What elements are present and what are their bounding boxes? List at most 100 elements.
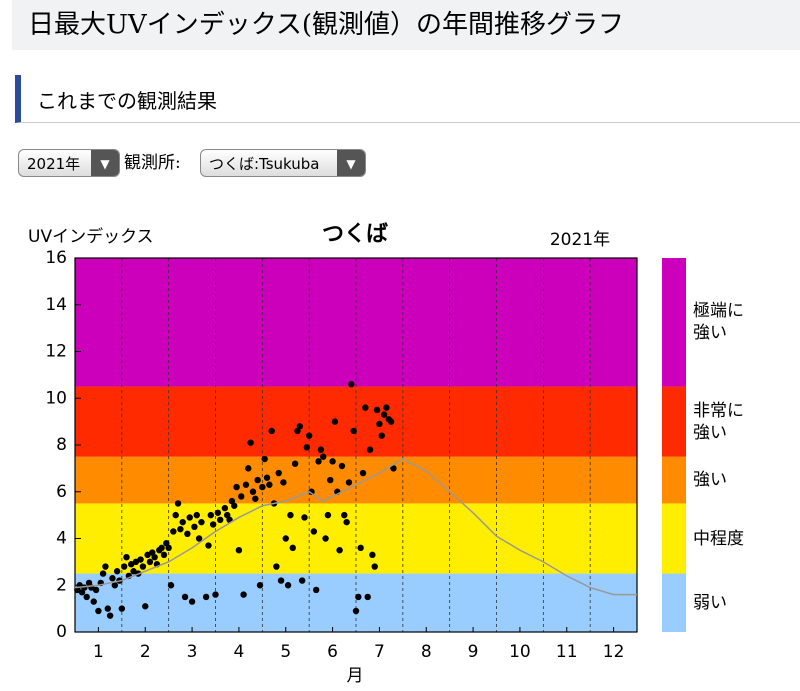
data-point	[247, 439, 254, 446]
data-point	[160, 551, 168, 559]
data-point	[245, 465, 252, 472]
x-tick-label: 2	[140, 642, 151, 662]
section-title: これまでの観測結果	[15, 75, 800, 123]
data-point	[273, 563, 280, 570]
x-tick-label: 9	[468, 642, 479, 662]
y-tick-label: 4	[56, 529, 67, 549]
data-point	[120, 563, 128, 570]
data-point	[303, 444, 311, 451]
data-point	[378, 432, 385, 439]
data-point	[336, 546, 343, 554]
data-point	[350, 427, 357, 435]
data-point	[259, 483, 266, 491]
data-point	[341, 511, 348, 519]
station-select[interactable]: つくば:Tsukuba ▼	[200, 149, 366, 177]
legend-swatch	[662, 258, 686, 387]
data-point	[216, 516, 224, 523]
data-point	[137, 556, 144, 563]
data-point	[212, 591, 219, 598]
data-point	[111, 582, 119, 589]
x-tick-label: 7	[374, 642, 385, 662]
data-point	[191, 523, 198, 531]
data-point	[268, 427, 275, 435]
data-point	[383, 404, 390, 411]
data-point	[256, 582, 264, 589]
data-point	[308, 488, 315, 495]
data-point	[291, 460, 299, 467]
data-point	[362, 404, 369, 411]
legend-label: 中程度	[693, 528, 744, 549]
x-axis-label: 月	[347, 666, 364, 686]
data-point	[387, 418, 395, 425]
data-point	[364, 593, 371, 601]
station-value: つくば:Tsukuba	[209, 155, 320, 173]
data-point	[177, 525, 184, 533]
data-point	[366, 446, 374, 453]
data-point	[242, 481, 250, 488]
data-point	[357, 544, 364, 552]
data-point	[95, 607, 102, 615]
data-point	[329, 458, 336, 465]
x-tick-label: 12	[603, 642, 625, 662]
data-point	[106, 612, 114, 619]
data-point	[352, 607, 360, 615]
data-point	[376, 420, 383, 428]
year-select[interactable]: 2021年 ▼	[18, 149, 120, 177]
y-tick-label: 8	[56, 435, 67, 455]
data-point	[359, 469, 367, 477]
data-point	[369, 551, 376, 559]
data-point	[90, 598, 97, 605]
y-tick-label: 14	[45, 295, 67, 315]
dropdown-arrow: ▼	[91, 150, 119, 176]
data-point	[83, 593, 90, 601]
data-point	[263, 474, 271, 481]
x-tick-label: 5	[280, 642, 291, 662]
data-point	[266, 481, 273, 488]
data-point	[324, 511, 332, 519]
x-tick-label: 10	[509, 642, 531, 662]
data-point	[151, 554, 158, 561]
legend-swatch	[662, 503, 686, 574]
data-point	[198, 518, 205, 526]
data-point	[158, 544, 165, 552]
data-point	[167, 582, 175, 589]
data-point	[172, 511, 179, 519]
chart-subtitle: 2021年	[550, 230, 610, 250]
data-point	[165, 544, 172, 552]
data-point	[195, 535, 203, 542]
dropdown-arrow: ▼	[337, 150, 365, 176]
legend-label: 強い	[693, 470, 727, 491]
data-point	[296, 423, 303, 430]
data-point	[240, 591, 247, 598]
data-point	[221, 504, 229, 512]
data-point	[209, 521, 217, 528]
data-point	[181, 593, 189, 601]
data-point	[146, 558, 154, 566]
data-point	[305, 432, 313, 439]
x-tick-label: 8	[421, 642, 432, 662]
y-tick-label: 10	[45, 388, 67, 408]
data-point	[193, 511, 200, 519]
legend-label: 弱い	[693, 592, 727, 613]
data-point	[301, 514, 308, 521]
data-point	[104, 605, 111, 612]
data-point	[123, 554, 130, 561]
data-point	[235, 546, 243, 554]
data-point	[174, 500, 182, 507]
data-point	[348, 381, 355, 388]
x-tick-label: 3	[187, 642, 198, 662]
data-point	[238, 493, 245, 500]
data-point	[252, 495, 259, 502]
data-point	[338, 462, 346, 470]
data-point	[231, 502, 238, 509]
data-point	[287, 511, 294, 519]
data-point	[390, 465, 397, 472]
data-point	[315, 458, 322, 465]
chart: UVインデックス つくば 2021年 月 1 2 3 4 5 6 7 8 9 10 11 120246…	[28, 222, 686, 686]
data-point	[214, 509, 222, 516]
data-point	[345, 479, 353, 486]
uv-band	[75, 258, 637, 387]
data-point	[254, 476, 261, 484]
data-point	[99, 570, 107, 577]
